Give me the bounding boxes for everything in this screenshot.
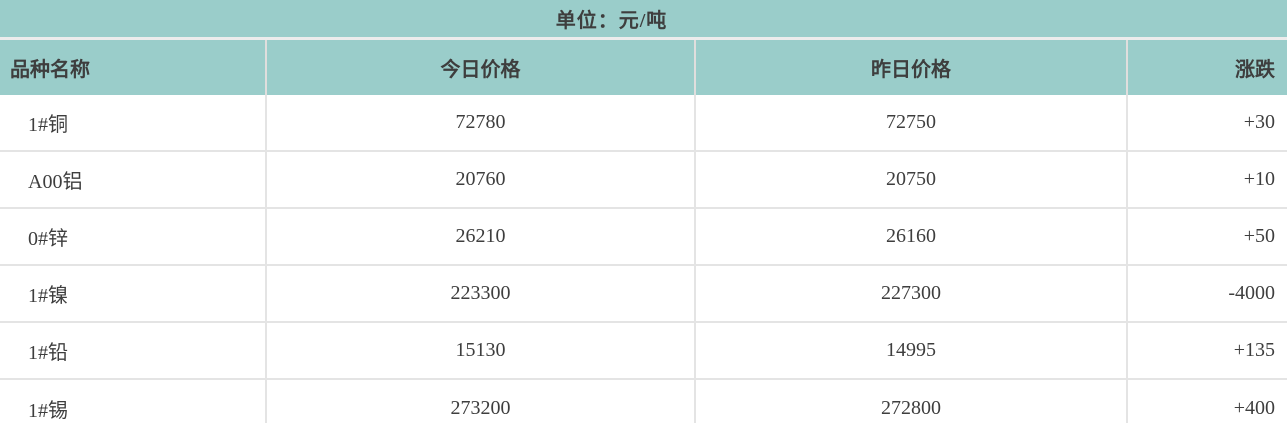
cell-today-price: 273200 [267,380,696,423]
column-header-change: 涨跌 [1235,59,1275,81]
cell-today-price: 15130 [267,323,696,378]
unit-bar: 单位：元/吨 [0,0,1287,40]
cell-today-price: 223300 [267,266,696,321]
cell-change: -4000 [1228,282,1275,304]
table-row: 1#铜 72780 72750 +30 [0,95,1287,152]
cell-variety-name: 1#镍 [0,266,267,321]
cell-yesterday-price: 227300 [696,266,1128,321]
cell-variety-name: 1#锡 [0,380,267,423]
column-header-variety-name: 品种名称 [0,40,267,95]
cell-change: +30 [1243,111,1275,133]
cell-variety-name: A00铝 [0,152,267,207]
table-row: 0#锌 26210 26160 +50 [0,209,1287,266]
cell-today-price: 72780 [267,95,696,150]
cell-today-price: 20760 [267,152,696,207]
cell-variety-name: 1#铅 [0,323,267,378]
unit-label: 单位：元/吨 [555,10,668,32]
column-header-yesterday-price: 昨日价格 [696,40,1128,95]
table-row: 1#镍 223300 227300 -4000 [0,266,1287,323]
cell-yesterday-price: 26160 [696,209,1128,264]
table-row: 1#铅 15130 14995 +135 [0,323,1287,380]
cell-today-price: 26210 [267,209,696,264]
table-body: 1#铜 72780 72750 +30 A00铝 20760 20750 +10… [0,95,1287,423]
cell-change: +135 [1233,339,1275,361]
cell-variety-name: 0#锌 [0,209,267,264]
cell-variety-name: 1#铜 [0,95,267,150]
cell-yesterday-price: 272800 [696,380,1128,423]
table-row: A00铝 20760 20750 +10 [0,152,1287,209]
cell-yesterday-price: 14995 [696,323,1128,378]
cell-yesterday-price: 20750 [696,152,1128,207]
table-row: 1#锡 273200 272800 +400 [0,380,1287,423]
column-header-today-price: 今日价格 [267,40,696,95]
cell-change: +400 [1233,397,1275,419]
cell-change: +50 [1243,225,1275,247]
table-header-row: 品种名称 今日价格 昨日价格 涨跌 [0,40,1287,95]
cell-yesterday-price: 72750 [696,95,1128,150]
cell-change: +10 [1243,168,1275,190]
